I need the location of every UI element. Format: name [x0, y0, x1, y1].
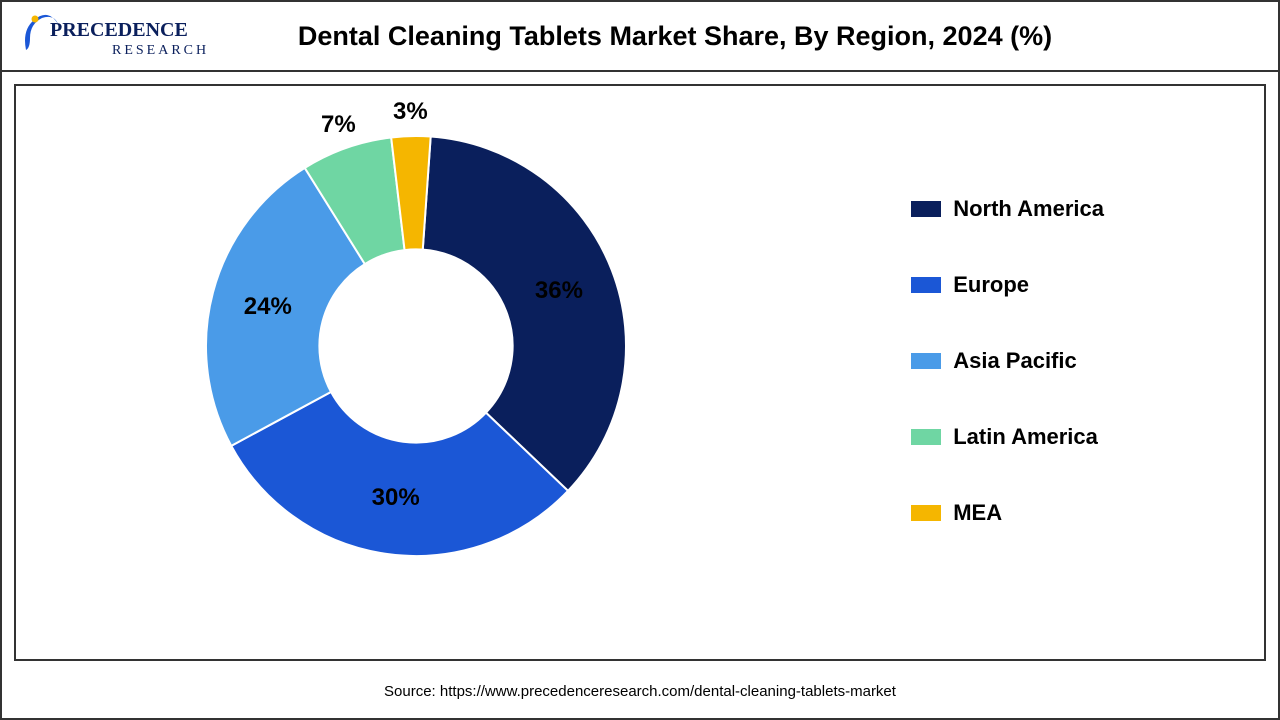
legend: North America Europe Asia Pacific Latin Ame…: [911, 196, 1104, 526]
legend-label: Europe: [953, 272, 1029, 298]
chart-body: 36% 30% 24% 7% 3% North America Europe Asia Pa…: [14, 84, 1266, 661]
slice-percent-label: 24%: [244, 293, 292, 321]
legend-swatch: [911, 277, 941, 293]
legend-swatch: [911, 429, 941, 445]
source-citation: Source: https://www.precedenceresearch.c…: [2, 673, 1278, 718]
legend-swatch: [911, 505, 941, 521]
logo-text-primary: PRECEDENCE: [50, 19, 188, 41]
legend-item: North America: [911, 196, 1104, 222]
donut-chart: 36%30%24%7%3%: [196, 126, 636, 566]
legend-swatch: [911, 201, 941, 217]
legend-label: Latin America: [953, 424, 1098, 450]
legend-item: Europe: [911, 272, 1104, 298]
legend-item: Latin America: [911, 424, 1104, 450]
chart-title: Dental Cleaning Tablets Market Share, By…: [210, 21, 1260, 52]
slice-percent-label: 7%: [321, 111, 356, 139]
chart-container: PRECEDENCE RESEARCH Dental Cleaning Tabl…: [0, 0, 1280, 720]
slice-percent-label: 30%: [372, 484, 420, 512]
slice-percent-label: 3%: [393, 98, 428, 126]
brand-logo: PRECEDENCE RESEARCH: [20, 10, 210, 62]
header-bar: PRECEDENCE RESEARCH Dental Cleaning Tabl…: [2, 2, 1278, 72]
legend-label: MEA: [953, 500, 1002, 526]
legend-item: Asia Pacific: [911, 348, 1104, 374]
legend-item: MEA: [911, 500, 1104, 526]
legend-swatch: [911, 353, 941, 369]
legend-label: Asia Pacific: [953, 348, 1077, 374]
logo-text-secondary: RESEARCH: [112, 43, 209, 58]
legend-label: North America: [953, 196, 1104, 222]
slice-percent-label: 36%: [535, 277, 583, 305]
